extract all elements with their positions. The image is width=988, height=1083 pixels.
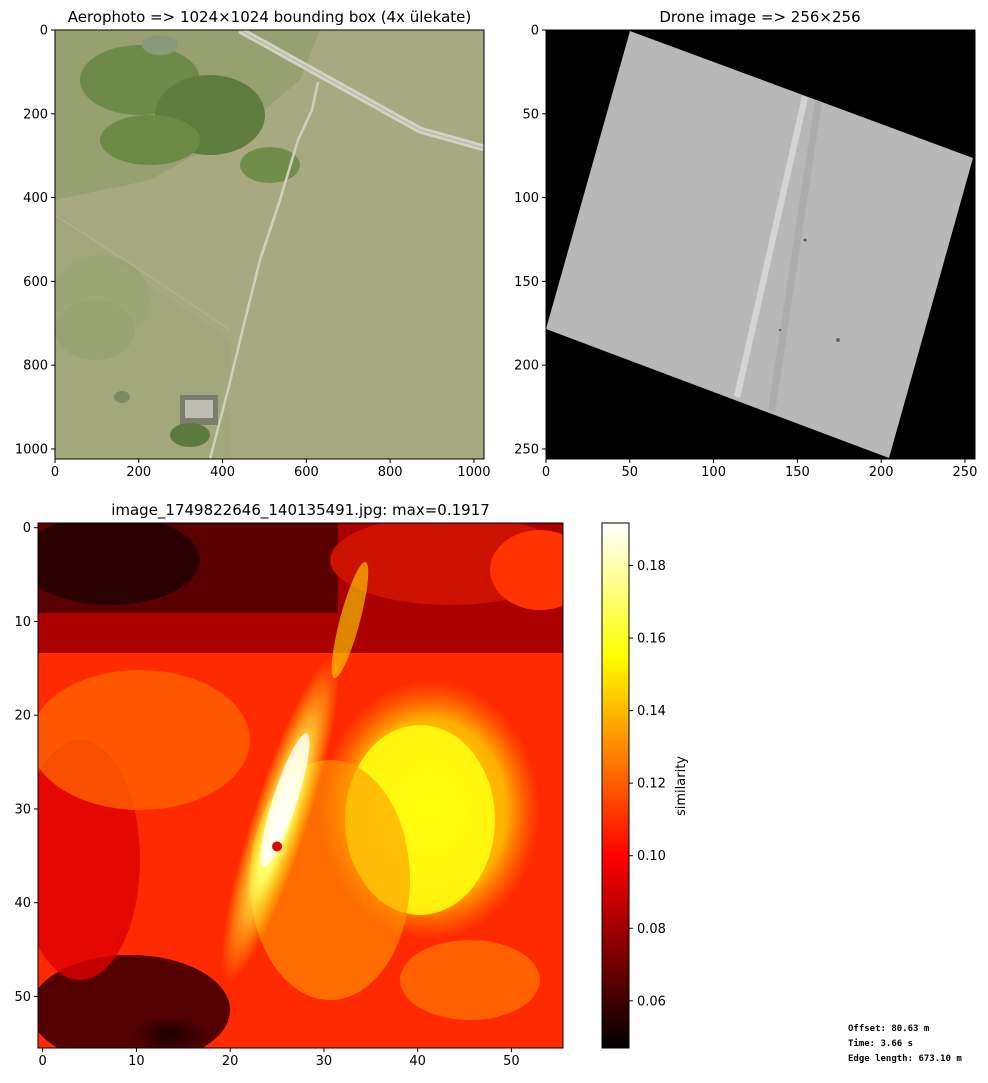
drone-x-tick-label: 100 [701, 465, 726, 480]
aerophoto-image [55, 30, 484, 459]
heatmap-y-tick-label: 40 [14, 896, 31, 911]
aerophoto-y-tick-label: 600 [23, 275, 48, 290]
aerophoto-x-tick-label: 800 [378, 465, 403, 480]
drone-x-tick-label: 50 [622, 465, 639, 480]
heatmap-frame [37, 522, 564, 1049]
heatmap-y-ticks: 0 10 20 30 40 50 [14, 521, 38, 1005]
aerophoto-y-tick-label: 800 [23, 359, 48, 374]
heatmap-x-tick-label: 0 [39, 1054, 47, 1069]
drone-x-tick-label: 0 [542, 465, 550, 480]
drone-image [546, 31, 973, 458]
heatmap-y-tick-label: 50 [14, 990, 31, 1005]
heatmap-x-tick-label: 30 [316, 1054, 333, 1069]
colorbar-tick-label: 0.08 [637, 922, 666, 937]
similarity-panel: image_1749822646_140135491.jpg: max=0.19… [14, 501, 564, 1069]
aerophoto-y-tick-label: 400 [23, 191, 48, 206]
colorbar-tick-label: 0.18 [637, 559, 666, 574]
colorbar-label: similarity [674, 756, 689, 816]
drone-x-tick-label: 250 [953, 465, 978, 480]
edge-length-stat: Edge length: 673.10 m [848, 1054, 962, 1064]
drone-x-tick-label: 150 [785, 465, 810, 480]
offset-stat: Offset: 80.63 m [848, 1024, 930, 1034]
heatmap-x-ticks: 0 10 20 30 40 50 [39, 1048, 520, 1069]
heatmap-y-tick-label: 0 [23, 521, 31, 536]
heatmap-y-tick-label: 30 [14, 802, 31, 817]
aerophoto-y-ticks: 0 200 400 600 800 1000 [15, 24, 55, 457]
colorbar-gradient [601, 522, 630, 1049]
heatmap-x-tick-label: 10 [128, 1054, 145, 1069]
heatmap-x-tick-label: 20 [222, 1054, 239, 1069]
aerophoto-title: Aerophoto => 1024×1024 bounding box (4x … [68, 8, 471, 26]
max-marker [272, 841, 283, 852]
drone-y-ticks: 0 50 100 150 200 250 [514, 24, 546, 457]
aerophoto-y-tick-label: 1000 [15, 442, 48, 457]
drone-frame [545, 29, 976, 460]
time-stat: Time: 3.66 s [848, 1039, 914, 1049]
colorbar-tick-label: 0.10 [637, 849, 666, 864]
drone-y-tick-label: 0 [531, 24, 539, 39]
heatmap-y-tick-label: 10 [14, 615, 31, 630]
stats-box: Offset: 80.63 m Time: 3.66 s Edge length… [848, 1022, 962, 1067]
heatmap-x-tick-label: 50 [503, 1054, 520, 1069]
aerophoto-x-tick-label: 0 [51, 465, 59, 480]
aerophoto-x-tick-label: 600 [294, 465, 319, 480]
drone-y-tick-label: 150 [514, 275, 539, 290]
aerophoto-y-tick-label: 200 [23, 107, 48, 122]
drone-y-tick-label: 250 [514, 442, 539, 457]
drone-title: Drone image => 256×256 [659, 8, 860, 26]
drone-y-tick-label: 100 [514, 191, 539, 206]
colorbar-tick-label: 0.14 [637, 704, 666, 719]
heatmap-y-tick-label: 20 [14, 709, 31, 724]
drone-y-tick-label: 50 [522, 107, 539, 122]
drone-panel: Drone image => 256×256 0 50 100 150 200 250 0… [514, 8, 977, 480]
aerophoto-x-tick-label: 200 [126, 465, 151, 480]
heatmap-title: image_1749822646_140135491.jpg: max=0.19… [111, 501, 490, 520]
drone-y-tick-label: 200 [514, 359, 539, 374]
aerophoto-x-tick-label: 400 [210, 465, 235, 480]
aerophoto-x-tick-label: 1000 [457, 465, 490, 480]
aerophoto-frame [54, 29, 485, 460]
colorbar-tick-label: 0.16 [637, 632, 666, 647]
drone-x-tick-label: 200 [869, 465, 894, 480]
colorbar-ticks: 0.06 0.08 0.10 0.12 0.14 0.16 0.18 [629, 559, 666, 1009]
aerophoto-panel: Aerophoto => 1024×1024 bounding box (4x … [15, 8, 491, 480]
colorbar-tick-label: 0.12 [637, 777, 666, 792]
heatmap-x-tick-label: 40 [409, 1054, 426, 1069]
colorbar: 0.06 0.08 0.10 0.12 0.14 0.16 0.18 similarity [601, 522, 689, 1049]
colorbar-tick-label: 0.06 [637, 994, 666, 1009]
drone-x-ticks: 0 50 100 150 200 250 [542, 459, 978, 480]
aerophoto-y-tick-label: 0 [40, 24, 48, 39]
aerophoto-x-ticks: 0 200 400 600 800 1000 [51, 459, 490, 480]
heatmap-image [38, 523, 563, 1048]
